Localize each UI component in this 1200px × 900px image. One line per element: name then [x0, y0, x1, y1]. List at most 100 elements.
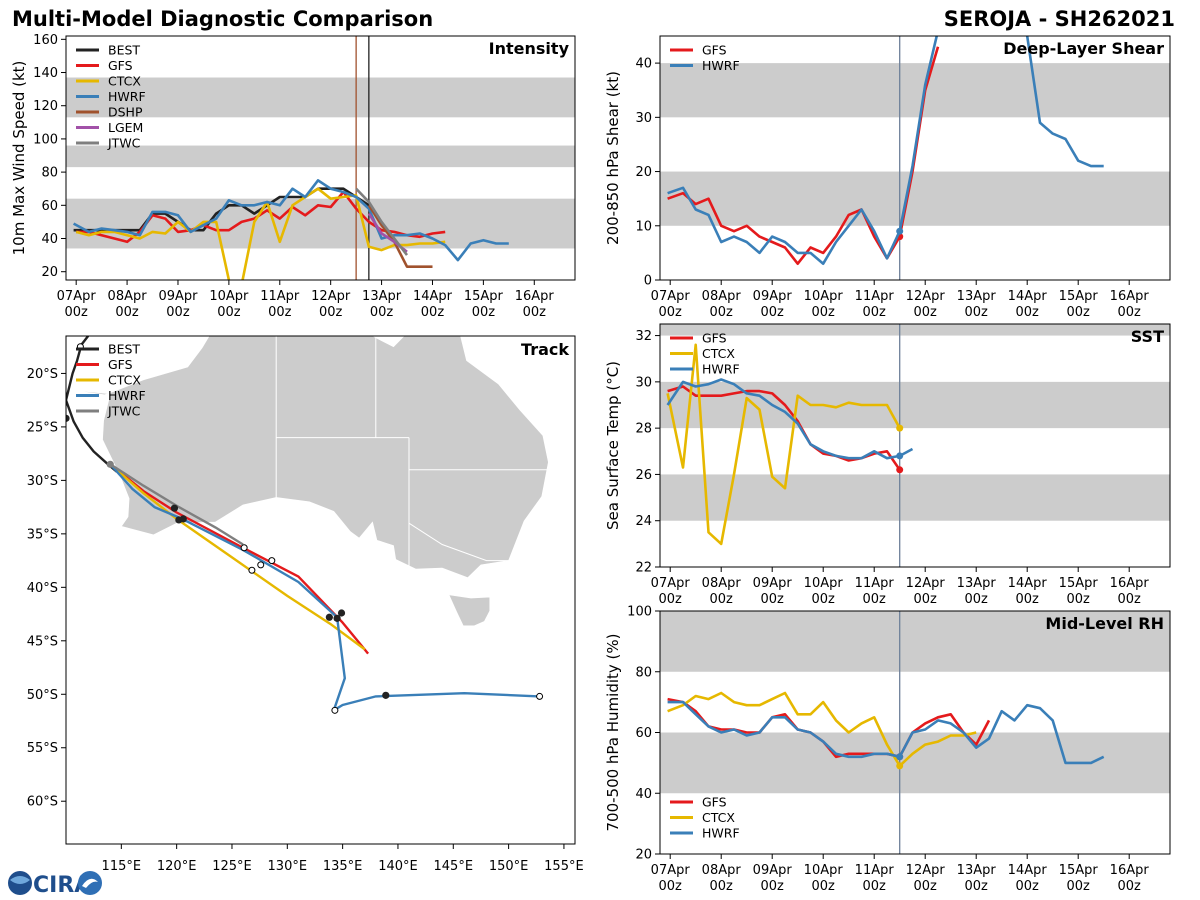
intensity-panel: 2040608010012014016007Apr00z08Apr00z09Ap… [10, 33, 576, 320]
x-tick-label: 00z [268, 305, 292, 320]
track-open-marker [536, 692, 544, 700]
x-tick-label: 00z [761, 305, 785, 320]
legend-label-gfs: GFS [702, 331, 727, 346]
shade-band [660, 324, 1170, 336]
track-position-marker [382, 691, 390, 699]
y-tick-label: 30 [635, 375, 652, 390]
series-line-hwrf [667, 36, 1104, 266]
track-open-marker [240, 544, 248, 552]
x-tick-label: 00z [1118, 592, 1142, 607]
x-tick-label: 11Apr [855, 576, 895, 591]
y-tick-label: 20 [41, 265, 58, 280]
rh-ylabel: 700-500 hPa Humidity (%) [604, 633, 622, 831]
x-tick-label: 08Apr [702, 863, 742, 878]
x-tick-label: 09Apr [753, 863, 793, 878]
x-tick-label: 00z [1067, 305, 1091, 320]
legend-label-hwrf: HWRF [702, 826, 740, 841]
x-tick-label: 14Apr [1008, 289, 1048, 304]
shear-ylabel: 200-850 hPa Shear (kt) [604, 71, 622, 245]
y-tick-label: 80 [635, 665, 652, 680]
marker-ctcx [896, 762, 904, 770]
y-tick-label: 80 [41, 166, 58, 181]
track-open-marker [331, 706, 339, 714]
x-tick-label: 09Apr [753, 289, 793, 304]
lon-tick-label: 145°E [434, 859, 474, 874]
track-open-marker [268, 557, 276, 565]
y-tick-label: 140 [33, 66, 58, 81]
x-tick-label: 15Apr [1059, 863, 1099, 878]
state-border [408, 522, 509, 562]
x-tick-label: 00z [1016, 305, 1040, 320]
y-tick-label: 40 [41, 232, 58, 247]
rh-panel: 2040608010007Apr00z08Apr00z09Apr00z10Apr… [604, 605, 1171, 894]
shade-band [66, 77, 575, 118]
y-tick-label: 32 [635, 329, 652, 344]
x-tick-label: 00z [523, 305, 547, 320]
series-line-ctcx [666, 343, 901, 546]
x-tick-label: 16Apr [1110, 576, 1150, 591]
track-title: Track [521, 340, 569, 359]
x-tick-label: 11Apr [855, 863, 895, 878]
shade-band [660, 381, 1170, 429]
track-frame [65, 335, 576, 845]
lon-tick-label: 125°E [212, 859, 252, 874]
x-tick-label: 00z [659, 879, 683, 894]
lon-tick-label: 135°E [323, 859, 363, 874]
shade-band [660, 474, 1170, 521]
shade-band [660, 63, 1170, 118]
x-tick-label: 07Apr [57, 289, 97, 304]
x-tick-label: 12Apr [906, 863, 946, 878]
x-tick-label: 00z [965, 592, 989, 607]
track-position-marker [170, 504, 179, 512]
tasmania-landmass [448, 594, 491, 627]
x-tick-label: 12Apr [311, 289, 351, 304]
x-tick-label: 00z [1016, 592, 1040, 607]
y-tick-label: 160 [33, 33, 58, 48]
x-tick-label: 10Apr [804, 576, 844, 591]
x-tick-label: 00z [812, 592, 836, 607]
lat-tick-label: 60°S [27, 795, 58, 810]
legend-label-best: BEST [108, 43, 140, 58]
x-tick-label: 13Apr [957, 863, 997, 878]
y-tick-label: 20 [635, 848, 652, 863]
legend-label-ctcx: CTCX [108, 373, 141, 388]
x-tick-label: 15Apr [1059, 576, 1099, 591]
lon-tick-label: 140°E [378, 859, 418, 874]
x-tick-label: 00z [1118, 879, 1142, 894]
track-line-jtwc [109, 463, 244, 546]
globe-highlight-icon [10, 876, 30, 884]
x-tick-label: 14Apr [1008, 576, 1048, 591]
lat-tick-label: 20°S [27, 367, 58, 382]
x-tick-label: 00z [1067, 592, 1091, 607]
lat-tick-label: 30°S [27, 474, 58, 489]
legend-label-hwrf: HWRF [702, 362, 740, 377]
x-tick-label: 10Apr [804, 289, 844, 304]
x-tick-label: 00z [659, 592, 683, 607]
x-tick-label: 00z [115, 305, 139, 320]
x-tick-label: 11Apr [260, 289, 300, 304]
x-tick-label: 00z [812, 305, 836, 320]
sst-panel: 22242628303207Apr00z08Apr00z09Apr00z10Ap… [604, 323, 1171, 607]
shear-panel: 01020304007Apr00z08Apr00z09Apr00z10Apr00… [604, 35, 1171, 320]
x-tick-label: 00z [710, 879, 734, 894]
lat-tick-label: 25°S [27, 420, 58, 435]
y-tick-label: 100 [627, 605, 652, 620]
series-line-hwrf [667, 700, 1105, 765]
lon-tick-label: 120°E [157, 859, 197, 874]
marker-ctcx [896, 424, 904, 432]
y-tick-label: 10 [635, 219, 652, 234]
y-tick-label: 60 [635, 726, 652, 741]
y-tick-label: 40 [635, 787, 652, 802]
series-line-jtwc [355, 187, 409, 256]
series-line-dshp [367, 204, 433, 269]
lat-tick-label: 45°S [27, 634, 58, 649]
x-tick-label: 00z [64, 305, 88, 320]
legend-label-ctcx: CTCX [108, 74, 141, 89]
shade-band [66, 145, 575, 168]
x-tick-label: 12Apr [906, 289, 946, 304]
legend-label-hwrf: HWRF [108, 388, 146, 403]
x-tick-label: 12Apr [906, 576, 946, 591]
lat-tick-label: 40°S [27, 581, 58, 596]
